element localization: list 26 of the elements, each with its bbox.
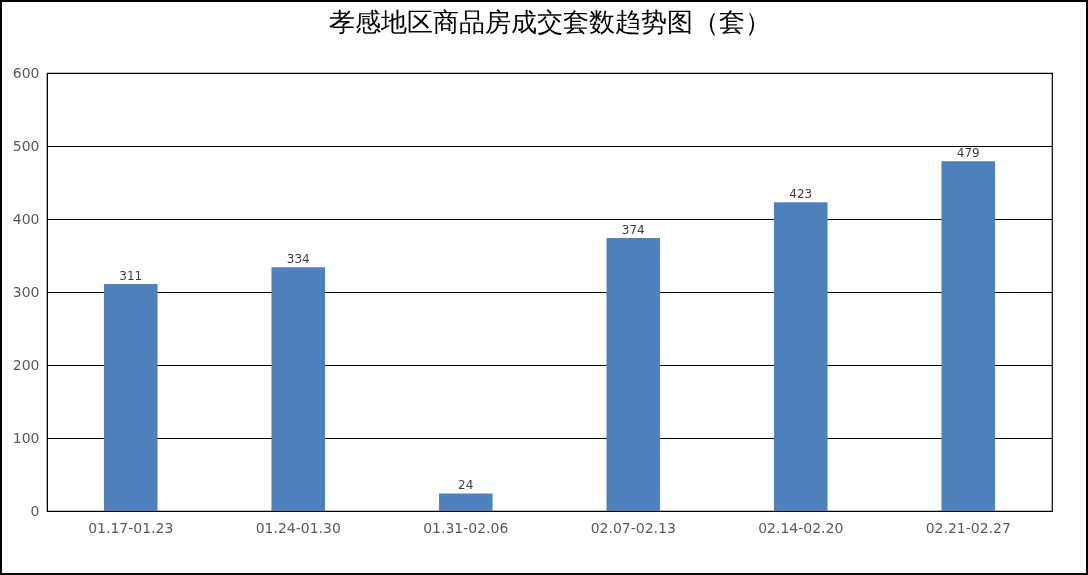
y-tick-label: 600 bbox=[12, 64, 40, 81]
bar bbox=[271, 267, 326, 511]
data-label: 311 bbox=[119, 268, 143, 283]
bar bbox=[941, 161, 996, 511]
y-tick-label: 500 bbox=[12, 137, 40, 154]
chart-title: 孝感地区商品房成交套数趋势图（套） bbox=[328, 7, 771, 37]
y-tick-label: 300 bbox=[12, 283, 40, 300]
y-tick-label: 200 bbox=[12, 356, 40, 373]
y-tick-label: 0 bbox=[30, 502, 40, 519]
y-tick-label: 100 bbox=[12, 429, 40, 446]
data-label: 24 bbox=[458, 478, 474, 493]
bar bbox=[606, 237, 661, 511]
x-tick-label: 01.31-02.06 bbox=[423, 519, 509, 536]
bar bbox=[773, 202, 828, 511]
bar bbox=[103, 283, 158, 511]
data-label: 423 bbox=[789, 187, 813, 202]
data-label: 479 bbox=[956, 146, 980, 161]
data-label: 374 bbox=[621, 222, 645, 237]
x-tick-label: 01.17-01.23 bbox=[88, 519, 174, 536]
y-tick-label: 400 bbox=[12, 210, 40, 227]
data-label: 334 bbox=[286, 252, 310, 267]
x-tick-label: 02.07-02.13 bbox=[590, 519, 676, 536]
x-tick-label: 02.21-02.27 bbox=[925, 519, 1011, 536]
bar bbox=[438, 493, 493, 511]
x-tick-label: 02.14-02.20 bbox=[758, 519, 844, 536]
x-tick-label: 01.24-01.30 bbox=[255, 519, 341, 536]
